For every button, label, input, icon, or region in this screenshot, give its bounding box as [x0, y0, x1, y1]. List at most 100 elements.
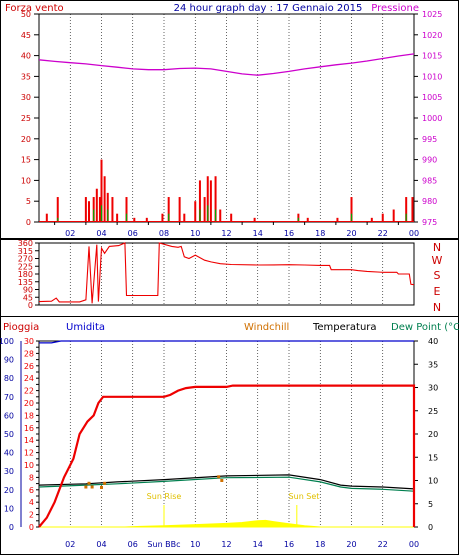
rain-tick-label-2: 2 [29, 511, 34, 520]
p3-time-tick-10: 22 [378, 540, 388, 549]
wind-gust-bar-13 [133, 217, 136, 222]
wind-gust-bar-16 [167, 197, 170, 222]
windchill-point-6 [220, 479, 224, 482]
p1-time-tick-4: 10 [190, 229, 200, 238]
legend-rain: Pioggia [3, 322, 39, 333]
windchill-point-0 [84, 485, 88, 489]
dir-tick-label-4: 180 [18, 270, 33, 279]
wind-gust-bar-24 [214, 176, 217, 222]
humidity-tick-label-2: 20 [4, 486, 14, 495]
wind-gust-bar-4 [92, 197, 95, 222]
wind-gust-bar-8 [103, 176, 106, 222]
dir-tick-label-1: 45 [23, 293, 33, 302]
wind-gust-bar-14 [145, 217, 148, 222]
windchill-point-4 [103, 481, 107, 485]
compass-label-3: S [434, 269, 441, 282]
rain-tick-label-30: 30 [24, 337, 34, 346]
rain-tick-label-20: 20 [24, 399, 34, 408]
dewpoint-line [38, 476, 415, 492]
wind-tick-label-4: 20 [21, 135, 31, 144]
wind-tick-label-0: 0 [26, 218, 31, 227]
wind-gust-bar-21 [203, 197, 206, 222]
wind-avg-bar-6 [199, 209, 201, 222]
wind-tick-label-6: 30 [21, 93, 31, 102]
wind-tick-label-9: 45 [21, 31, 31, 40]
p1-time-tick-10: 22 [378, 229, 388, 238]
pressure-tick-label-10: 1025 [422, 10, 442, 19]
rain-line [38, 384, 416, 528]
humidity-tick-label-7: 70 [4, 393, 14, 402]
wind-gust-bar-3 [88, 201, 90, 222]
pressure-tick-label-0: 975 [422, 218, 437, 227]
wind-series [39, 159, 414, 222]
pressure-tick-label-5: 1000 [422, 114, 442, 123]
wind-gust-bar-27 [253, 217, 256, 222]
windchill-point-2 [90, 485, 94, 489]
legend-temperature: Temperatura [312, 322, 377, 333]
humidity-tick-label-3: 30 [4, 467, 14, 476]
humidity-tick-label-5: 50 [4, 430, 14, 439]
humidity-tick-label-1: 10 [4, 504, 14, 513]
temperature-line [38, 474, 415, 490]
compass-label-2: W [432, 254, 443, 267]
pressure-tick-label-7: 1010 [422, 72, 442, 81]
legend-humidity: Umidita [66, 322, 105, 333]
dir-tick-label-8: 360 [18, 239, 33, 248]
rain-tick-label-22: 22 [24, 387, 34, 396]
wind-avg-bar-8 [214, 209, 217, 222]
p1-time-tick-1: 04 [96, 229, 106, 238]
wind-gust-bar-25 [219, 209, 222, 222]
wind-avg-bar-0 [57, 217, 59, 222]
humidity-line [39, 340, 414, 344]
wind-avg-bar-1 [93, 209, 95, 222]
wind-gust-bar-5 [95, 188, 98, 222]
rain-tick-label-0: 0 [29, 523, 34, 532]
p1-time-tick-11: 00 [409, 229, 419, 238]
p3-time-tick-4: 10 [190, 540, 200, 549]
windchill-point-1 [87, 481, 91, 485]
panel3-series [38, 340, 416, 528]
rain-tick-label-4: 4 [29, 498, 34, 507]
solar-area [39, 519, 414, 528]
rain-tick-label-6: 6 [29, 486, 34, 495]
compass-label-4: E [434, 285, 441, 298]
legend-dewpoint: Dew Point (°C [391, 322, 459, 333]
panel1-time-axis: 02 04 06 08 10 12 14 16 18 20 22 00 [54, 222, 419, 238]
rain-tick-label-26: 26 [24, 362, 34, 371]
wind-gust-bar-35 [405, 197, 408, 222]
wind-tick-label-5: 25 [21, 114, 31, 123]
wind-avg-bar-2 [100, 205, 103, 222]
rain-tick-label-18: 18 [24, 411, 34, 420]
wind-gust-bar-20 [198, 180, 201, 222]
rain-tick-label-28: 28 [24, 349, 34, 358]
wind-direction-series [38, 242, 415, 304]
wind-speed-axis: 0 5 10 15 20 25 30 35 40 45 50 [21, 10, 39, 227]
wind-gust-bar-19 [194, 201, 197, 222]
wind-gust-bar-15 [161, 213, 164, 222]
wind-avg-bar-3 [107, 209, 109, 222]
wind-tick-label-10: 50 [21, 10, 31, 19]
wind-avg-bar-11 [405, 213, 407, 222]
p1-time-tick-6: 14 [253, 229, 263, 238]
humidity-tick-label-4: 40 [4, 449, 14, 458]
dir-tick-label-3: 135 [18, 278, 33, 287]
p1-time-tick-0: 02 [65, 229, 75, 238]
compass-label-1: N [433, 241, 441, 254]
rain-tick-label-8: 8 [29, 473, 34, 482]
wind-tick-label-8: 40 [21, 52, 31, 61]
wind-avg-bar-10 [350, 213, 353, 222]
wind-gust-bar-34 [392, 209, 395, 222]
wind-avg-bar-9 [297, 217, 299, 222]
pressure-tick-label-4: 995 [422, 135, 437, 144]
wind-avg-bar-5 [168, 213, 170, 222]
wind-gust-bar-30 [336, 217, 339, 222]
pressure-axis: 975 980 985 990 995 1000 1005 1010 1015 1020 1025 [414, 10, 442, 227]
panel2-grid [69, 243, 415, 305]
p3-time-tick-1: 04 [96, 540, 106, 549]
rain-tick-label-10: 10 [24, 461, 34, 470]
wind-gust-bar-18 [183, 213, 186, 222]
wind-gust-bar-1 [56, 197, 59, 222]
